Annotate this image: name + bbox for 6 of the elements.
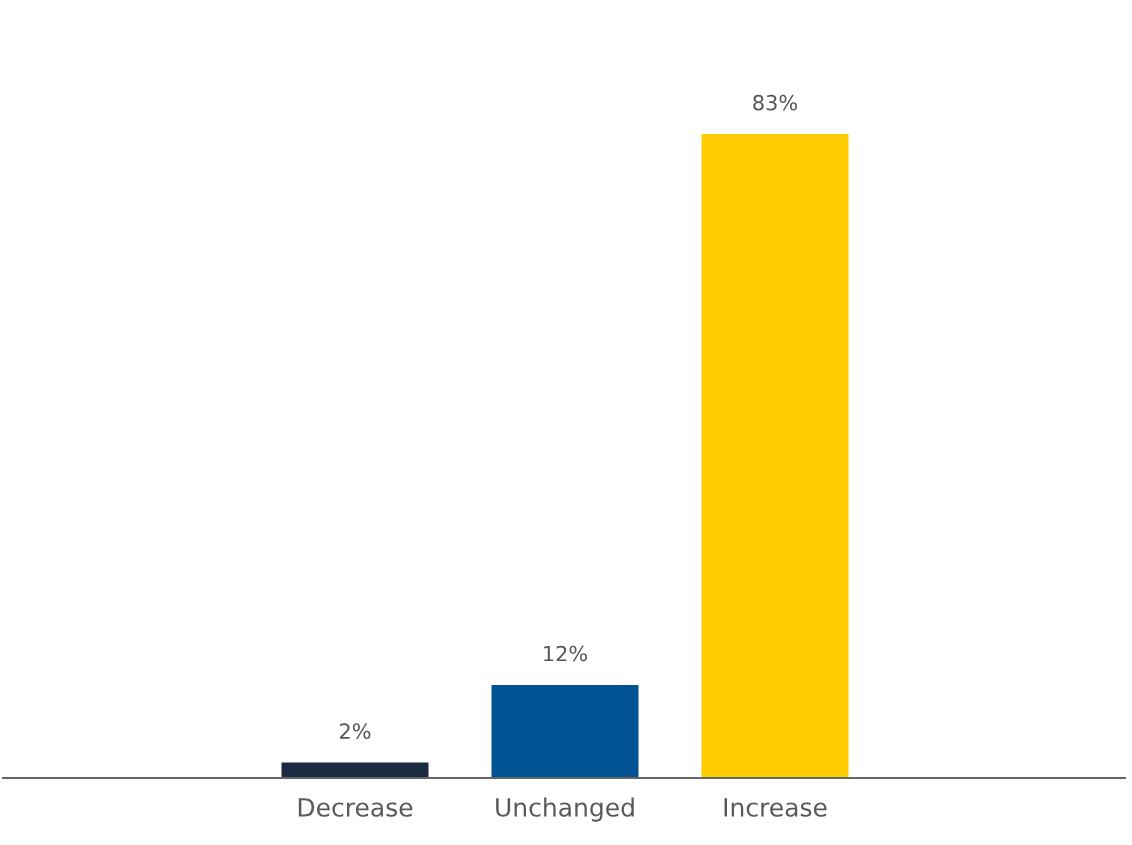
x-tick-label: Decrease [298,798,413,817]
data-label: 2% [340,723,371,739]
x-tick-label: Unchanged [496,797,634,822]
data-label: 83% [753,94,797,111]
x-tick-label: Increase [724,798,827,817]
data-label: 12% [544,645,587,662]
